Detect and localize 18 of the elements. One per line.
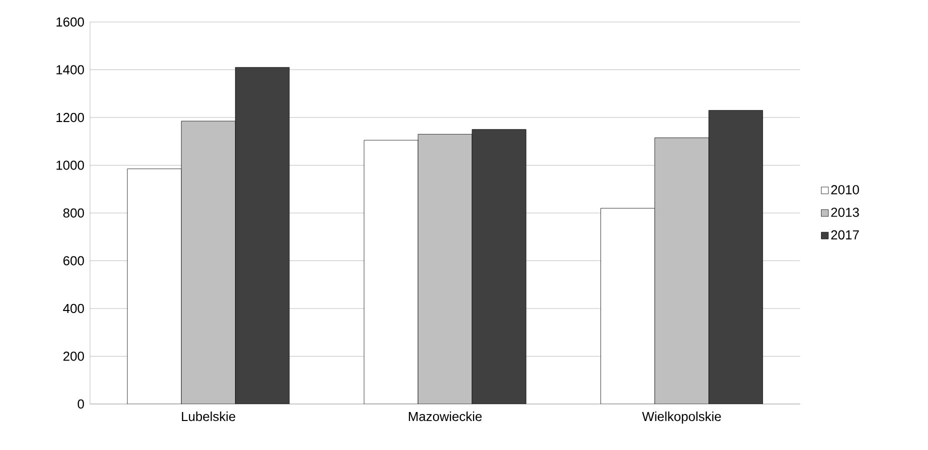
bar [708, 110, 763, 404]
x-tick-label: Wielkopolskie [642, 412, 721, 424]
y-tick-label: 200 [63, 352, 84, 361]
x-tick-label: Lubelskie [182, 412, 236, 422]
bar [472, 129, 526, 404]
y-tick-label: 1600 [56, 17, 84, 27]
legend-label: 2010 [831, 185, 859, 194]
y-tick-label: 1400 [56, 65, 84, 74]
x-tick-label: Mazowieckie [408, 412, 482, 422]
bar [235, 67, 290, 404]
legend-label: 2013 [831, 208, 859, 217]
y-tick-label: 1200 [56, 112, 84, 122]
y-tick-label: 600 [63, 256, 84, 266]
y-tick-label: 1000 [56, 160, 84, 170]
y-tick-label: 800 [63, 208, 84, 218]
y-tick-label: 0 [78, 399, 84, 409]
legend-label: 2017 [831, 230, 859, 240]
y-tick-label: 400 [63, 304, 84, 314]
